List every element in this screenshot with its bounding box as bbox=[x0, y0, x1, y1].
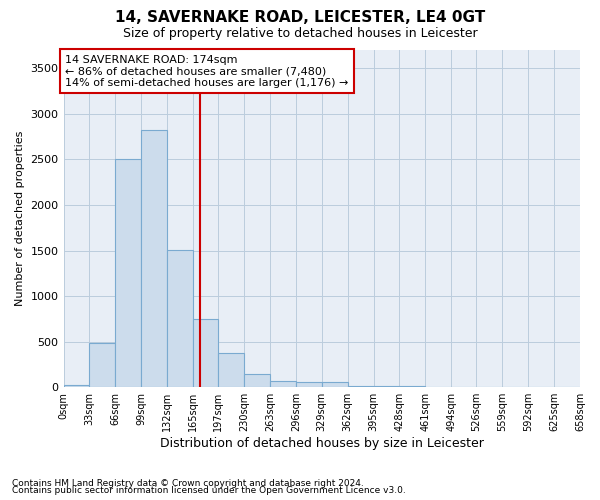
Bar bbox=[193, 319, 218, 387]
Bar bbox=[347, 386, 374, 387]
Bar bbox=[218, 352, 244, 387]
X-axis label: Distribution of detached houses by size in Leicester: Distribution of detached houses by size … bbox=[160, 437, 484, 450]
Text: Contains public sector information licensed under the Open Government Licence v3: Contains public sector information licen… bbox=[12, 486, 406, 495]
Bar bbox=[296, 382, 322, 387]
Text: Contains HM Land Registry data © Crown copyright and database right 2024.: Contains HM Land Registry data © Crown c… bbox=[12, 478, 364, 488]
Bar bbox=[141, 130, 167, 387]
Y-axis label: Number of detached properties: Number of detached properties bbox=[15, 131, 25, 306]
Bar bbox=[167, 250, 193, 387]
Text: 14 SAVERNAKE ROAD: 174sqm
← 86% of detached houses are smaller (7,480)
14% of se: 14 SAVERNAKE ROAD: 174sqm ← 86% of detac… bbox=[65, 54, 349, 88]
Text: 14, SAVERNAKE ROAD, LEICESTER, LE4 0GT: 14, SAVERNAKE ROAD, LEICESTER, LE4 0GT bbox=[115, 10, 485, 25]
Bar bbox=[400, 386, 425, 387]
Bar bbox=[244, 374, 270, 387]
Bar bbox=[270, 381, 296, 387]
Text: Size of property relative to detached houses in Leicester: Size of property relative to detached ho… bbox=[122, 28, 478, 40]
Bar bbox=[64, 384, 89, 387]
Bar bbox=[322, 382, 347, 387]
Bar bbox=[374, 386, 400, 387]
Bar bbox=[115, 160, 141, 387]
Bar bbox=[89, 344, 115, 387]
